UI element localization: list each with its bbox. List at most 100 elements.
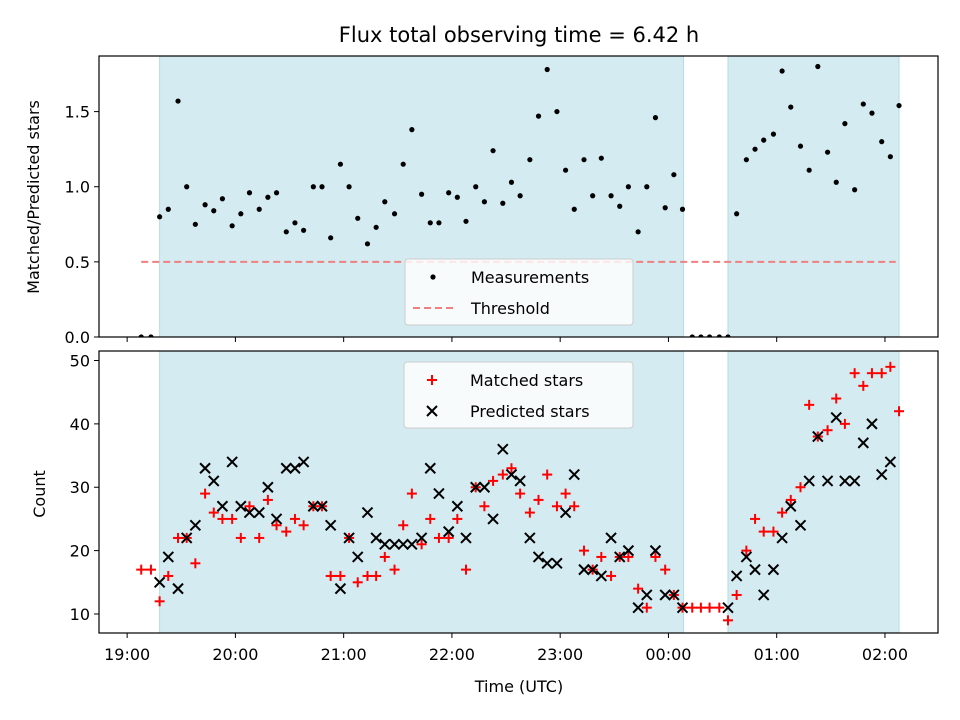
matched-stars-point [145, 564, 156, 575]
measurements-point [148, 334, 154, 337]
predicted-stars-point-b [541, 557, 553, 569]
predicted-stars-point [578, 563, 590, 576]
predicted-stars-point [470, 481, 482, 493]
measurements-point [662, 205, 668, 211]
predicted-stars-point-b [172, 582, 184, 595]
matched-stars-point [533, 494, 544, 505]
matched-stars-point [200, 488, 211, 499]
predicted-stars-point [180, 532, 193, 544]
predicted-stars-point [730, 570, 743, 582]
matched-stars-point [560, 488, 571, 499]
measurements-point [652, 115, 659, 121]
matched-stars-point [163, 570, 174, 581]
predicted-stars-point [568, 468, 580, 481]
predicted-stars-point [866, 418, 878, 430]
predicted-stars-point-b [316, 500, 328, 512]
measurements-point [716, 334, 722, 337]
predicted-stars-point [614, 551, 626, 563]
measurements-point [833, 179, 839, 185]
measurements-point [346, 184, 352, 190]
matched-stars-point [839, 418, 850, 429]
top-panel: 0.0 0.5 1.0 1.5 Measurements Threshold [65, 55, 939, 347]
matched-stars-point [741, 545, 752, 556]
measurements-point [337, 161, 344, 167]
measurements-point [644, 184, 650, 190]
predicted-stars-point-b [280, 462, 292, 474]
predicted-stars-point [352, 551, 364, 563]
measurements-point [165, 206, 171, 212]
measurements-point [319, 184, 325, 190]
predicted-stars-point [208, 475, 220, 487]
predicted-stars-point-b [470, 481, 482, 493]
predicted-stars-point [487, 513, 499, 525]
measurements-point [625, 184, 631, 190]
x-tick-label: 20:00 [212, 645, 258, 664]
measurements-point [310, 184, 316, 190]
measurements-point [824, 149, 831, 155]
measurements-point [436, 220, 442, 226]
measurements-point [355, 215, 361, 221]
predicted-stars-point-b [649, 544, 662, 557]
matched-stars-point [352, 577, 363, 588]
predicted-stars-point-b [451, 500, 464, 512]
predicted-stars-point-b [595, 570, 608, 582]
measurements-point [517, 193, 523, 199]
x-tick-label: 22:00 [429, 645, 475, 664]
matched-stars-point [831, 393, 842, 404]
predicted-stars-point-b [559, 506, 572, 519]
measurements-point [256, 206, 262, 212]
predicted-stars-point [559, 506, 572, 519]
predicted-stars-point [334, 582, 347, 595]
top-observing-window [727, 55, 900, 338]
predicted-stars-point [289, 462, 301, 474]
predicted-stars-point [162, 551, 174, 563]
predicted-stars-point-b [270, 513, 283, 525]
predicted-stars-point-b [379, 538, 391, 550]
predicted-stars-point-b [235, 500, 247, 512]
predicted-stars-point [262, 481, 274, 493]
matched-stars-point [325, 570, 336, 581]
top-axes-frame [98, 55, 939, 338]
measurements-point [184, 184, 190, 190]
predicted-stars-point [442, 525, 455, 538]
chart-title: Flux total observing time = 6.42 h [339, 23, 699, 47]
matched-stars-point [262, 494, 273, 505]
x-tick-label: 21:00 [321, 645, 367, 664]
matched-stars-point [406, 488, 417, 499]
measurements-point [869, 110, 875, 116]
predicted-stars-point-b [749, 563, 761, 576]
predicted-stars-point-b [812, 430, 824, 443]
predicted-stars-point-b [551, 557, 563, 569]
predicted-stars-point [785, 500, 797, 512]
measurements-point [301, 227, 307, 233]
matched-stars-point [452, 513, 463, 524]
predicted-stars-point [803, 475, 815, 487]
matched-stars-point [695, 602, 706, 613]
matched-stars-point [822, 425, 833, 436]
predicted-stars-point [649, 544, 662, 557]
measurements-point [211, 208, 217, 214]
predicted-stars-point-b [659, 589, 671, 601]
measurements-point [734, 211, 740, 217]
top-legend-label: Measurements [471, 268, 589, 287]
measurements-point [852, 187, 858, 193]
predicted-stars-point [595, 570, 608, 582]
predicted-stars-point [857, 437, 870, 449]
predicted-stars-point-b [497, 443, 509, 455]
x-tick-label: 02:00 [862, 645, 908, 664]
matched-stars-point [217, 513, 228, 524]
measurements-point [797, 143, 804, 149]
predicted-stars-point [830, 411, 842, 424]
measurements-point [328, 235, 334, 241]
matched-stars-point [758, 526, 769, 537]
measurements-point [689, 334, 695, 337]
predicted-stars-point-b [866, 418, 878, 430]
predicted-stars-point [361, 506, 374, 519]
predicted-stars-point-b [532, 551, 545, 563]
predicted-stars-point-b [794, 519, 807, 531]
predicted-stars-point [460, 532, 472, 544]
predicted-stars-point-b [153, 576, 166, 589]
predicted-stars-point-b [199, 462, 211, 474]
predicted-stars-point-b [433, 487, 445, 500]
bottom-legend-box [403, 361, 634, 429]
